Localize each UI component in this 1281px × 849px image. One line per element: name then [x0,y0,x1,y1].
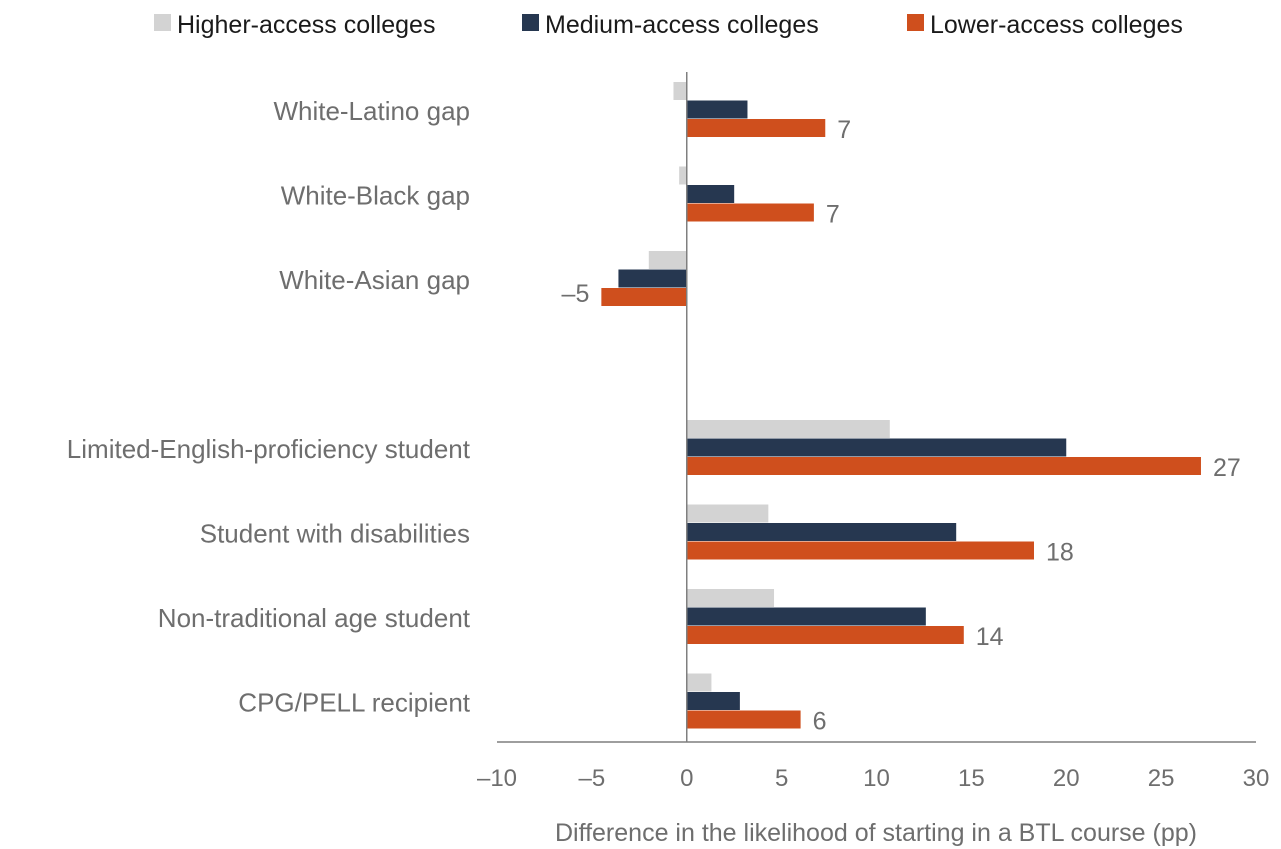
x-tick-label: 30 [1243,765,1270,792]
bar [686,185,735,203]
bar [686,626,964,644]
bar [686,203,814,222]
legend-label: Medium-access colleges [545,11,819,39]
category-label: CPG/PELL recipient [238,688,470,718]
x-tick-label: 15 [958,765,985,792]
bar [686,607,926,626]
data-label: 18 [1046,539,1074,567]
bar [686,438,1067,457]
bar [601,288,687,306]
x-tick-label: 10 [863,765,890,792]
bar [686,541,1034,560]
bar [618,269,687,288]
category-label: Limited-English-proficiency student [67,434,471,464]
category-label: White-Latino gap [273,96,470,126]
bar [686,119,826,137]
legend-label: Lower-access colleges [930,11,1183,39]
bar [686,420,890,438]
bar [686,504,769,523]
data-label: 6 [813,708,827,736]
data-label: 7 [826,201,840,229]
x-tick-label: 25 [1148,765,1175,792]
legend-swatch [522,14,539,31]
x-tick-label: –10 [477,765,517,792]
bar [686,589,775,607]
bars [601,82,1201,729]
legend-swatch [154,14,171,31]
bar [686,457,1201,475]
category-label: Student with disabilities [200,519,470,549]
bar [648,251,687,269]
category-label: White-Black gap [281,181,470,211]
legend-swatch [907,14,924,31]
category-labels: White-Latino gap White-Black gap White-Asi… [67,96,471,718]
x-axis-title: Difference in the likelihood of starting… [555,819,1197,847]
bar [679,166,687,185]
bar [686,710,801,729]
data-labels: 7 7 –5 27 18 14 6 [562,116,1241,736]
bar [673,82,687,100]
x-tick-label: 0 [680,765,693,792]
x-tick-label: 20 [1053,765,1080,792]
data-label: 7 [837,116,851,144]
category-label: Non-traditional age student [158,603,471,633]
axes: –10 –5 0 5 10 15 20 25 30 [477,72,1269,792]
bar [686,100,748,119]
data-label: 14 [976,623,1004,651]
bar [686,673,712,692]
x-tick-label: 5 [775,765,788,792]
bar [686,523,957,541]
bar [686,692,740,710]
data-label: 27 [1213,454,1241,482]
legend-label: Higher-access colleges [177,11,435,39]
category-label: White-Asian gap [279,265,470,295]
legend: Higher-access colleges Medium-access coll… [154,11,1183,39]
x-tick-label: –5 [579,765,606,792]
data-label: –5 [562,280,590,308]
